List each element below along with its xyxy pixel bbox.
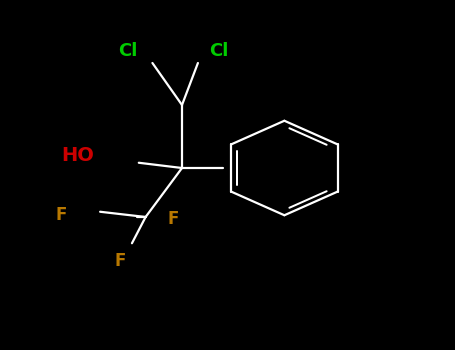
Text: F: F [56, 206, 67, 224]
Text: Cl: Cl [209, 42, 228, 60]
Text: F: F [115, 252, 126, 270]
Text: F: F [167, 210, 178, 228]
Text: Cl: Cl [118, 42, 137, 60]
Text: HO: HO [61, 146, 94, 165]
